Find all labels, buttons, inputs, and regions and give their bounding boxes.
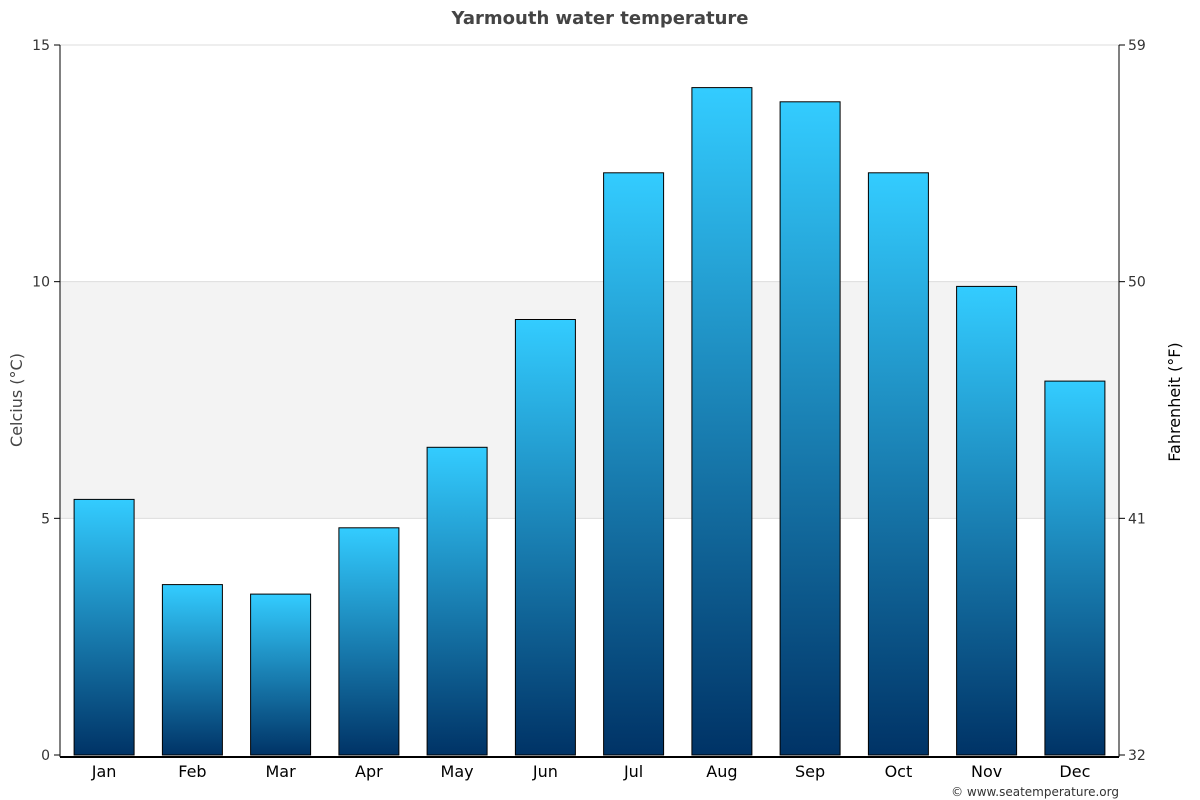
chart-title: Yarmouth water temperature	[451, 8, 749, 29]
x-tick-label-dec: Dec	[1059, 762, 1090, 781]
bar-dec	[1044, 380, 1106, 756]
bar-nov	[956, 285, 1018, 756]
axes	[54, 44, 1125, 758]
y-tick-label-celsius: 5	[41, 511, 50, 527]
bar-aug	[691, 87, 753, 756]
bar-may	[426, 446, 488, 756]
y-tick-label-fahrenheit: 41	[1128, 511, 1146, 527]
bar-jul	[603, 172, 665, 756]
x-tick-label-feb: Feb	[178, 762, 206, 781]
y-ticks-celsius: 0 5 10 15	[32, 38, 50, 764]
bar-mar	[250, 593, 312, 756]
bar-feb	[161, 584, 223, 756]
x-tick-label-jul: Jul	[623, 762, 643, 781]
y-axis-label-celsius: Celcius (°C)	[7, 353, 26, 447]
x-tick-label-jun: Jun	[532, 762, 558, 781]
y-tick-label-fahrenheit: 50	[1128, 275, 1146, 291]
x-tick-label-sep: Sep	[795, 762, 825, 781]
y-tick-label-fahrenheit: 59	[1128, 38, 1146, 54]
x-tick-label-nov: Nov	[971, 762, 1002, 781]
x-tick-label-mar: Mar	[266, 762, 297, 781]
bar-jun	[514, 319, 576, 756]
bar-apr	[338, 527, 400, 756]
credit-text: © www.seatemperature.org	[951, 785, 1119, 799]
y-tick-label-celsius: 10	[32, 275, 50, 291]
y-tick-label-celsius: 15	[32, 38, 50, 54]
x-tick-label-jan: Jan	[91, 762, 117, 781]
x-tick-label-apr: Apr	[355, 762, 383, 781]
y-ticks-fahrenheit: 32 41 50 59	[1128, 38, 1146, 764]
y-axis-label-fahrenheit: Fahrenheit (°F)	[1165, 342, 1184, 461]
y-tick-label-fahrenheit: 32	[1128, 748, 1146, 764]
bar-sep	[779, 101, 841, 756]
x-tick-labels: Jan Feb Mar Apr May Jun Jul Aug Sep Oct Nov Dec	[91, 762, 1091, 781]
bar-oct	[867, 172, 929, 756]
x-tick-label-aug: Aug	[706, 762, 737, 781]
x-tick-label-oct: Oct	[885, 762, 913, 781]
grid-lines	[60, 44, 1119, 519]
bar-series	[73, 87, 1106, 756]
highlight-band	[60, 281, 1119, 519]
x-tick-label-may: May	[441, 762, 474, 781]
y-tick-label-celsius: 0	[41, 748, 50, 764]
bar-jan	[73, 498, 135, 756]
